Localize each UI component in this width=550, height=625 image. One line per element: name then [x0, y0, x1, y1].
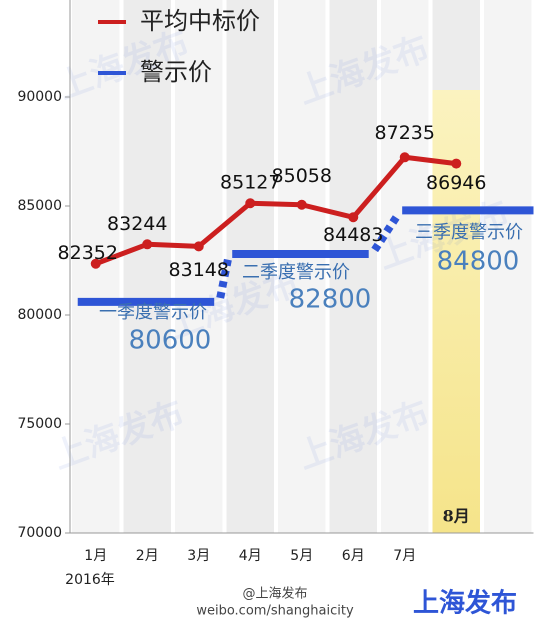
- y-tick-label: 80000: [17, 307, 62, 323]
- year-label: 2016年: [65, 572, 115, 588]
- footer-logo: 上海发布: [413, 588, 517, 619]
- y-tick-label: 85000: [17, 198, 62, 214]
- point: [245, 198, 256, 209]
- legend-label: 警示价: [140, 58, 212, 86]
- point: [399, 152, 410, 163]
- x-tick-label: 6月: [342, 548, 365, 564]
- footer-url: weibo.com/shanghaicity: [196, 604, 354, 619]
- warning-value: 80600: [129, 326, 212, 356]
- warning-label: 二季度警示价: [242, 262, 350, 283]
- value-label: 83148: [169, 259, 229, 281]
- value-label: 83244: [107, 213, 167, 235]
- value-label: 84483: [323, 224, 383, 246]
- highlight-band: [432, 90, 480, 533]
- warning-label: 一季度警示价: [99, 302, 207, 323]
- x-tick-label: 3月: [187, 548, 210, 564]
- band: [278, 0, 326, 533]
- y-tick-label: 70000: [17, 525, 62, 541]
- warning-value: 84800: [437, 247, 520, 277]
- band: [226, 0, 274, 533]
- band: [329, 0, 377, 533]
- point: [451, 158, 462, 169]
- band: [175, 0, 223, 533]
- x-tick-label: 5月: [290, 548, 313, 564]
- warning-connector: [371, 212, 402, 253]
- warning-connector: [216, 257, 233, 299]
- x-tick-label: 4月: [239, 548, 262, 564]
- value-label: 85058: [272, 165, 332, 187]
- warning-label: 三季度警示价: [415, 222, 523, 243]
- point: [193, 241, 204, 252]
- warning-value: 82800: [289, 285, 372, 315]
- legend-label: 平均中标价: [140, 7, 260, 35]
- point: [90, 258, 101, 269]
- value-label: 85127: [220, 172, 280, 194]
- value-label: 87235: [375, 122, 435, 144]
- x-tick-label: 1月: [84, 548, 107, 564]
- value-label: 82352: [58, 242, 118, 264]
- x-tick-label: 2月: [136, 548, 159, 564]
- value-label: 86946: [426, 172, 486, 194]
- point: [142, 239, 153, 250]
- point: [348, 212, 359, 223]
- x-tick-label-highlight: 8月: [443, 507, 470, 526]
- y-tick-label: 90000: [17, 89, 62, 105]
- band: [484, 0, 532, 533]
- x-tick-label: 7月: [393, 548, 416, 564]
- point: [296, 199, 307, 210]
- average-line: [94, 154, 457, 267]
- band: [123, 0, 171, 533]
- footer-account: @上海发布: [242, 586, 307, 602]
- band: [381, 0, 429, 533]
- y-tick-label: 75000: [17, 416, 62, 432]
